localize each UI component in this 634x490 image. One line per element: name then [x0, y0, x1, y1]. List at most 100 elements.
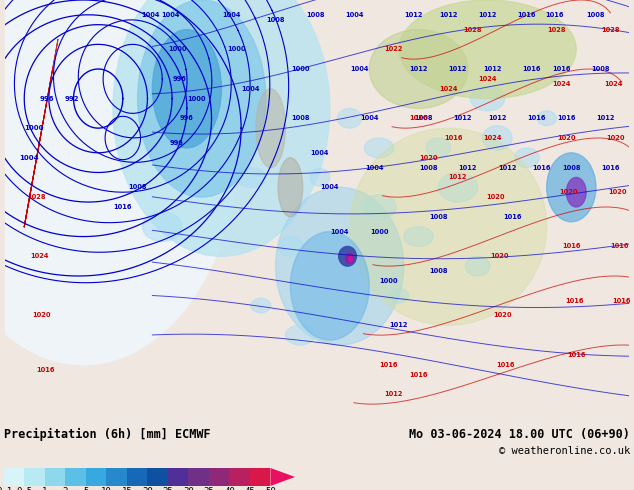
Ellipse shape [426, 138, 451, 158]
Text: 1020: 1020 [33, 313, 51, 318]
Bar [4, 468, 25, 486]
Ellipse shape [438, 172, 477, 202]
Text: 1016: 1016 [552, 66, 571, 72]
Text: 40: 40 [224, 488, 235, 490]
Text: Mo 03-06-2024 18.00 UTC (06+90): Mo 03-06-2024 18.00 UTC (06+90) [409, 428, 630, 441]
Ellipse shape [290, 232, 369, 340]
Text: 1016: 1016 [503, 214, 521, 220]
Text: 0.1: 0.1 [0, 488, 12, 490]
Text: 1016: 1016 [567, 352, 585, 358]
Text: 1012: 1012 [498, 165, 517, 171]
Text: 1028: 1028 [547, 26, 566, 32]
Text: 1012: 1012 [404, 12, 423, 18]
Text: 1016: 1016 [518, 12, 536, 18]
Ellipse shape [547, 153, 596, 222]
Text: 1008: 1008 [419, 165, 437, 171]
Text: 1004: 1004 [161, 12, 179, 18]
Polygon shape [271, 468, 295, 486]
Ellipse shape [339, 246, 356, 266]
Ellipse shape [256, 89, 285, 168]
Text: 1024: 1024 [483, 135, 501, 141]
Text: 1000: 1000 [24, 125, 44, 131]
Ellipse shape [251, 298, 271, 313]
Text: 1020: 1020 [559, 189, 578, 195]
Ellipse shape [143, 212, 182, 242]
Text: 992: 992 [64, 96, 79, 101]
Ellipse shape [152, 29, 221, 148]
Text: 25: 25 [162, 488, 173, 490]
Bar [45, 468, 65, 486]
Ellipse shape [346, 253, 354, 263]
Bar [188, 468, 209, 486]
Text: 1020: 1020 [493, 313, 512, 318]
Text: 1004: 1004 [242, 86, 260, 92]
Text: 1020: 1020 [486, 194, 505, 200]
Bar [209, 468, 230, 486]
Text: 1016: 1016 [545, 12, 564, 18]
Text: 1004: 1004 [222, 12, 240, 18]
Text: 1: 1 [42, 488, 48, 490]
Text: 1000: 1000 [168, 46, 186, 52]
Text: 1012: 1012 [454, 115, 472, 122]
Text: 1016: 1016 [562, 244, 581, 249]
Text: 1008: 1008 [429, 214, 448, 220]
Text: 30: 30 [183, 488, 194, 490]
Ellipse shape [349, 128, 547, 325]
Text: 1016: 1016 [527, 115, 546, 122]
Text: 1012: 1012 [458, 165, 477, 171]
Text: 1016: 1016 [602, 165, 620, 171]
Text: 1024: 1024 [30, 253, 48, 259]
Text: 35: 35 [204, 488, 214, 490]
Text: 1004: 1004 [330, 229, 349, 235]
Ellipse shape [236, 168, 266, 187]
Text: 1028: 1028 [602, 26, 620, 32]
Text: 1012: 1012 [597, 115, 615, 122]
Text: 1004: 1004 [365, 165, 384, 171]
Text: 1016: 1016 [410, 115, 428, 122]
Text: 1004: 1004 [141, 12, 160, 18]
Text: 1016: 1016 [380, 362, 398, 368]
Text: 1004: 1004 [321, 184, 339, 190]
Text: 1012: 1012 [439, 12, 457, 18]
Text: 50: 50 [265, 488, 276, 490]
Text: 1016: 1016 [410, 371, 428, 378]
Ellipse shape [399, 0, 576, 98]
Bar [25, 468, 45, 486]
Text: 2: 2 [63, 488, 68, 490]
Text: 1000: 1000 [370, 229, 389, 235]
Text: 1024: 1024 [439, 86, 457, 92]
Text: 1016: 1016 [496, 362, 515, 368]
Text: 1028: 1028 [27, 194, 45, 200]
Text: 20: 20 [142, 488, 153, 490]
Text: 1016: 1016 [522, 66, 541, 72]
Bar [148, 468, 168, 486]
Ellipse shape [310, 169, 330, 186]
Bar [230, 468, 250, 486]
Text: 996: 996 [173, 76, 187, 82]
Ellipse shape [515, 148, 540, 168]
Text: 1028: 1028 [463, 26, 482, 32]
Ellipse shape [404, 227, 433, 246]
Text: 1004: 1004 [345, 12, 364, 18]
Text: 5: 5 [83, 488, 89, 490]
Text: 1016: 1016 [533, 165, 551, 171]
Text: 1020: 1020 [557, 135, 576, 141]
Text: 1024: 1024 [478, 76, 497, 82]
Text: 15: 15 [122, 488, 133, 490]
Text: 45: 45 [245, 488, 256, 490]
Text: 1016: 1016 [444, 135, 462, 141]
Text: 1016: 1016 [113, 204, 132, 210]
Ellipse shape [537, 111, 557, 125]
Text: 1000: 1000 [380, 278, 398, 284]
Text: 1004: 1004 [360, 115, 378, 122]
Text: 1004: 1004 [311, 150, 329, 156]
Text: 1008: 1008 [306, 12, 324, 18]
Text: 1012: 1012 [483, 66, 501, 72]
Ellipse shape [113, 0, 330, 256]
Text: 1000: 1000 [227, 46, 245, 52]
Ellipse shape [566, 177, 586, 207]
Ellipse shape [365, 138, 394, 158]
Ellipse shape [465, 256, 490, 276]
Ellipse shape [138, 0, 266, 197]
Ellipse shape [0, 0, 241, 365]
